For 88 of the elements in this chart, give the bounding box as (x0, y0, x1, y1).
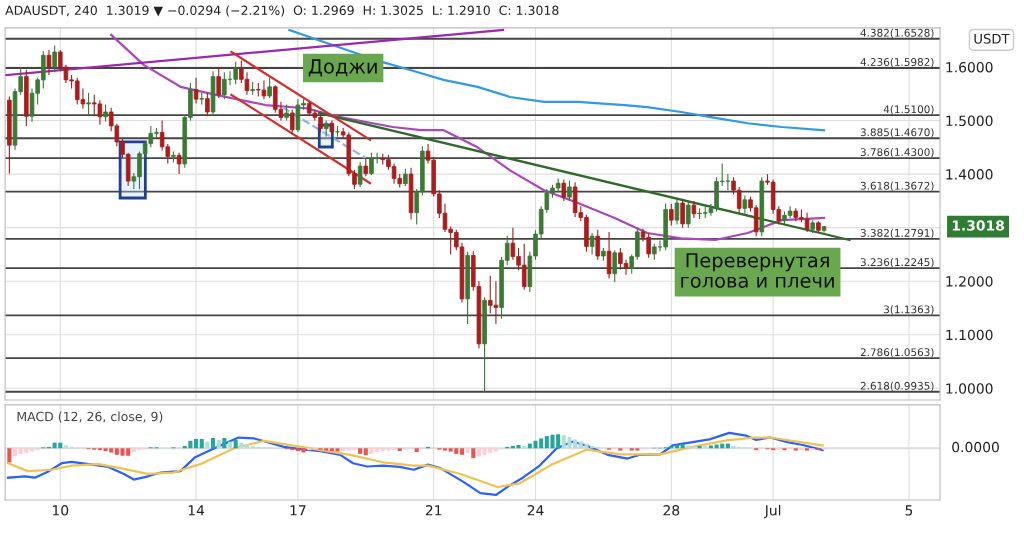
chart-title: ADAUSDT, 240 1.3019 ▼ −0.0294 (−2.21%) O: 1.2969 H: 1.3025 L: 1.2910 C: 1.3018 (5, 5, 559, 17)
candlestick (216, 66, 221, 99)
bar (375, 448, 380, 452)
bar (7, 448, 12, 463)
ref-line-label: 3.618(1.3672) (860, 181, 934, 191)
candlestick (267, 77, 272, 99)
y-tick-label: 1.2000 (946, 276, 993, 287)
bar (459, 448, 464, 455)
candlestick (205, 92, 210, 117)
candlestick (669, 203, 674, 227)
x-tick-label: 21 (425, 505, 442, 516)
y-tick-label: 1.4000 (946, 169, 993, 180)
bar (674, 445, 679, 449)
candlestick (357, 161, 363, 188)
bar (194, 438, 199, 449)
bar (686, 445, 691, 449)
x-tick-label: 17 (290, 505, 306, 516)
candlestick (595, 229, 601, 261)
ref-line-label: 3.885(1.4670) (860, 128, 934, 138)
candlestick (567, 179, 572, 202)
bar (805, 448, 810, 451)
ref-line-label: 2.618(0.9935) (860, 381, 934, 391)
x-tick-label: 28 (663, 505, 680, 516)
candlestick (742, 194, 748, 215)
x-tick-label: 5 (905, 505, 913, 516)
bar (442, 448, 448, 451)
bar (341, 448, 346, 452)
bar (222, 437, 227, 449)
bar (573, 439, 578, 449)
bar (397, 448, 402, 452)
bar (793, 448, 798, 451)
text: MACD (12, 26, close, 9) (17, 411, 163, 423)
bar (493, 448, 498, 452)
ref-line-label: 4.236(1.5982) (860, 57, 934, 68)
candlestick (176, 152, 182, 175)
bar (295, 448, 300, 452)
ref-line-label: 4(1.5100) (883, 105, 934, 115)
bar (516, 445, 521, 449)
bar (29, 448, 35, 452)
candlestick (52, 45, 57, 73)
annotation: Доджи (308, 59, 377, 77)
bar (465, 448, 470, 453)
candlestick (561, 178, 567, 202)
bar (708, 445, 713, 449)
bar (216, 439, 221, 449)
bar (680, 444, 685, 449)
y-tick-label: 1.1000 (946, 329, 993, 341)
candlestick (363, 157, 369, 177)
y-tick-label: 1.5000 (946, 115, 993, 127)
bar (358, 448, 363, 454)
candlestick (86, 92, 91, 115)
x-tick-label: 24 (527, 505, 544, 516)
x-tick-label: Jul (764, 504, 781, 519)
bar (476, 448, 481, 457)
candlestick (680, 199, 685, 229)
ref-line-label: 3.236(1.2245) (860, 258, 934, 268)
ref-line-label: 4.382(1.6528) (860, 28, 934, 38)
y-tick-label: 1.6000 (946, 61, 993, 73)
bar (618, 448, 623, 451)
bar (233, 439, 238, 449)
bar (369, 448, 374, 454)
candlestick (606, 231, 612, 280)
candlestick (193, 77, 199, 104)
candlestick (46, 49, 52, 76)
bar (363, 448, 368, 456)
candlestick (612, 249, 618, 283)
bar (301, 448, 306, 453)
bar (63, 445, 68, 449)
y-tick-label: 1.0000 (946, 383, 993, 394)
candlestick (589, 232, 595, 255)
ref-line-label: 2.786(1.0563) (860, 348, 934, 358)
x-tick-label: 14 (188, 505, 205, 516)
bar (12, 448, 18, 457)
bar (199, 438, 204, 449)
ref-line-label: 3.786(1.4300) (860, 147, 934, 158)
candlestick (289, 109, 295, 134)
bar (414, 448, 419, 452)
candlestick (685, 200, 691, 229)
annotation: Перевернутая голова и плечи (681, 253, 834, 288)
x-tick-label: 10 (52, 505, 69, 516)
bar (471, 448, 476, 459)
text: 1.3018 (952, 220, 1004, 231)
ref-line-label: 3(1.1363) (884, 305, 934, 315)
ref-line-label: 0.0000 (952, 441, 999, 453)
ref-line-label: 3.382(1.2791) (860, 228, 934, 239)
y-axis-title: USDT (974, 33, 1010, 44)
candlestick (674, 199, 680, 225)
bar (211, 437, 216, 449)
